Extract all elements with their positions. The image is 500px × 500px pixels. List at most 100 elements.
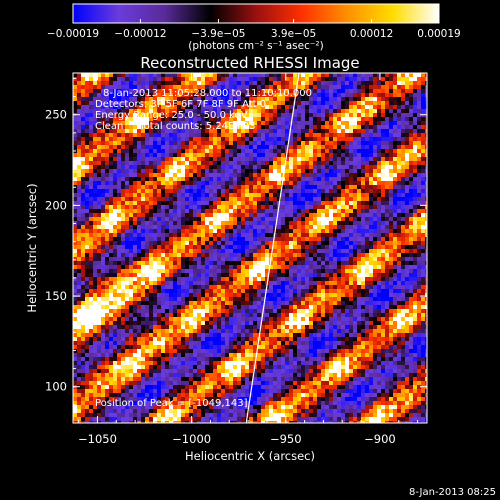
heatmap-cell [273, 181, 277, 185]
heatmap-cell [265, 349, 269, 353]
heatmap-cell [93, 373, 97, 377]
heatmap-cell [249, 345, 253, 349]
heatmap-cell [161, 141, 165, 145]
heatmap-cell [181, 285, 185, 289]
heatmap-cell [297, 253, 301, 257]
heatmap-cell [217, 401, 221, 405]
heatmap-cell [257, 325, 261, 329]
heatmap-cell [181, 245, 185, 249]
heatmap-cell [205, 89, 209, 93]
heatmap-cell [93, 101, 97, 105]
heatmap-cell [225, 321, 229, 325]
heatmap-cell [205, 285, 209, 289]
heatmap-cell [117, 365, 121, 369]
heatmap-cell [73, 265, 77, 269]
heatmap-cell [229, 157, 233, 161]
heatmap-cell [121, 421, 125, 423]
heatmap-cell [161, 105, 165, 109]
heatmap-cell [249, 237, 253, 241]
heatmap-cell [233, 125, 237, 129]
heatmap-cell [265, 337, 269, 341]
heatmap-cell [261, 117, 265, 121]
heatmap-cell [201, 189, 205, 193]
heatmap-cell [161, 129, 165, 133]
heatmap-cell [117, 93, 121, 97]
heatmap-cell [193, 177, 197, 181]
heatmap-cell [213, 413, 217, 417]
heatmap-cell [281, 181, 285, 185]
heatmap-cell [133, 161, 137, 165]
heatmap-cell [229, 249, 233, 253]
heatmap-cell [253, 173, 257, 177]
heatmap-cell [129, 309, 133, 313]
heatmap-cell [257, 289, 261, 293]
heatmap-cell [113, 249, 117, 253]
heatmap-cell [141, 177, 145, 181]
heatmap-cell [249, 229, 253, 233]
heatmap-cell [93, 329, 97, 333]
heatmap-cell [153, 357, 157, 361]
heatmap-cell [97, 413, 101, 417]
heatmap-cell [73, 269, 77, 273]
heatmap-cell [261, 337, 265, 341]
heatmap-cell [249, 93, 253, 97]
heatmap-cell [213, 345, 217, 349]
heatmap-cell [97, 137, 101, 141]
heatmap-cell [149, 325, 153, 329]
heatmap-cell [173, 377, 177, 381]
heatmap-cell [217, 301, 221, 305]
heatmap-cell [109, 189, 113, 193]
heatmap-cell [169, 177, 173, 181]
heatmap-cell [241, 197, 245, 201]
heatmap-cell [113, 209, 117, 213]
heatmap-cell [209, 357, 213, 361]
heatmap-cell [101, 109, 105, 113]
heatmap-cell [177, 133, 181, 137]
heatmap-cell [225, 405, 229, 409]
heatmap-cell [113, 369, 117, 373]
heatmap-cell [181, 345, 185, 349]
heatmap-cell [253, 329, 257, 333]
heatmap-cell [237, 313, 241, 317]
heatmap-cell [101, 313, 105, 317]
heatmap-cell [85, 141, 89, 145]
heatmap-cell [281, 289, 285, 293]
heatmap-cell [245, 353, 249, 357]
heatmap-cell [189, 85, 193, 89]
heatmap-cell [193, 389, 197, 393]
heatmap-cell [229, 209, 233, 213]
heatmap-cell [281, 329, 285, 333]
heatmap-cell [277, 129, 281, 133]
heatmap-cell [153, 293, 157, 297]
heatmap-cell [109, 97, 113, 101]
heatmap-cell [213, 77, 217, 81]
heatmap-cell [101, 101, 105, 105]
heatmap-cell [169, 417, 173, 421]
heatmap-cell [269, 221, 273, 225]
heatmap-cell [73, 333, 77, 337]
heatmap-cell [169, 301, 173, 305]
heatmap-cell [293, 105, 297, 109]
heatmap-cell [141, 225, 145, 229]
heatmap-cell [285, 133, 289, 137]
heatmap-cell [109, 361, 113, 365]
heatmap-cell [269, 277, 273, 281]
heatmap-cell [257, 269, 261, 273]
heatmap-cell [137, 353, 141, 357]
heatmap-cell [73, 221, 77, 225]
heatmap-cell [221, 253, 225, 257]
heatmap-cell [137, 349, 141, 353]
heatmap-cell [205, 265, 209, 269]
heatmap-cell [105, 413, 109, 417]
heatmap-cell [193, 301, 197, 305]
heatmap-cell [125, 285, 129, 289]
heatmap-cell [241, 189, 245, 193]
heatmap-cell [177, 341, 181, 345]
heatmap-cell [121, 373, 125, 377]
heatmap-cell [253, 273, 257, 277]
heatmap-cell [253, 281, 257, 285]
heatmap-cell [73, 129, 77, 133]
heatmap-cell [153, 393, 157, 397]
heatmap-cell [165, 285, 169, 289]
heatmap-cell [265, 341, 269, 345]
